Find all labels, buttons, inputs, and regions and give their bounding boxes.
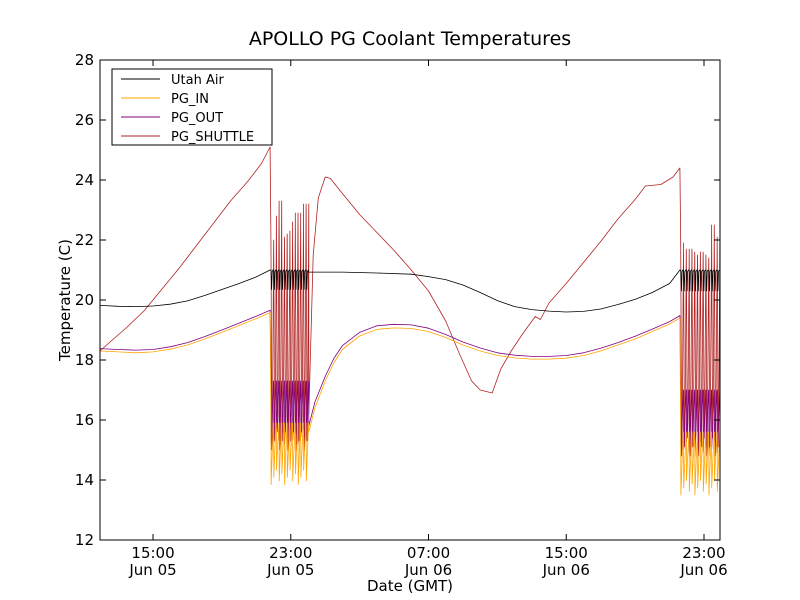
series-line-pg-shuttle <box>100 146 720 457</box>
y-tick-label: 20 <box>75 291 94 309</box>
x-tick-label-time: 15:00 <box>131 544 174 562</box>
y-tick-label: 22 <box>75 231 94 249</box>
legend-label: Utah Air <box>171 73 224 88</box>
series-line-pg-in <box>100 312 720 496</box>
y-tick-label: 16 <box>75 411 94 429</box>
x-tick-label-date: Jun 06 <box>404 561 452 579</box>
plot-area <box>99 59 721 541</box>
y-tick-label: 26 <box>75 111 94 129</box>
x-tick-label-time: 15:00 <box>545 544 588 562</box>
x-axis-label: Date (GMT) <box>367 577 453 595</box>
x-tick-label-time: 07:00 <box>407 544 450 562</box>
y-tick-label: 24 <box>75 171 94 189</box>
y-tick-label: 28 <box>75 51 94 69</box>
legend-box <box>111 68 273 146</box>
series-lines <box>100 146 720 496</box>
legend-label: PG_OUT <box>171 111 223 126</box>
series-line-utah-air <box>100 269 720 313</box>
series-line-pg-out <box>100 309 720 457</box>
x-tick-label-date: Jun 05 <box>128 561 176 579</box>
y-tick-label: 14 <box>75 471 94 489</box>
y-tick-label: 12 <box>75 531 94 549</box>
x-tick-label-date: Jun 05 <box>266 561 314 579</box>
x-tick-label-date: Jun 06 <box>542 561 590 579</box>
x-tick-label-time: 23:00 <box>682 544 725 562</box>
y-axis: 12 14 16 18 20 22 24 26 28 <box>75 51 720 549</box>
legend-label: PG_IN <box>171 92 209 107</box>
x-tick-label-date: Jun 06 <box>679 561 727 579</box>
y-tick-label: 18 <box>75 351 94 369</box>
x-tick-label-time: 23:00 <box>269 544 312 562</box>
legend: Utah Air PG_IN PG_OUT PG_SHUTTLE <box>111 68 273 146</box>
chart-title: APOLLO PG Coolant Temperatures <box>249 28 571 50</box>
y-axis-label: Temperature (C) <box>56 239 74 362</box>
legend-label: PG_SHUTTLE <box>171 130 254 145</box>
